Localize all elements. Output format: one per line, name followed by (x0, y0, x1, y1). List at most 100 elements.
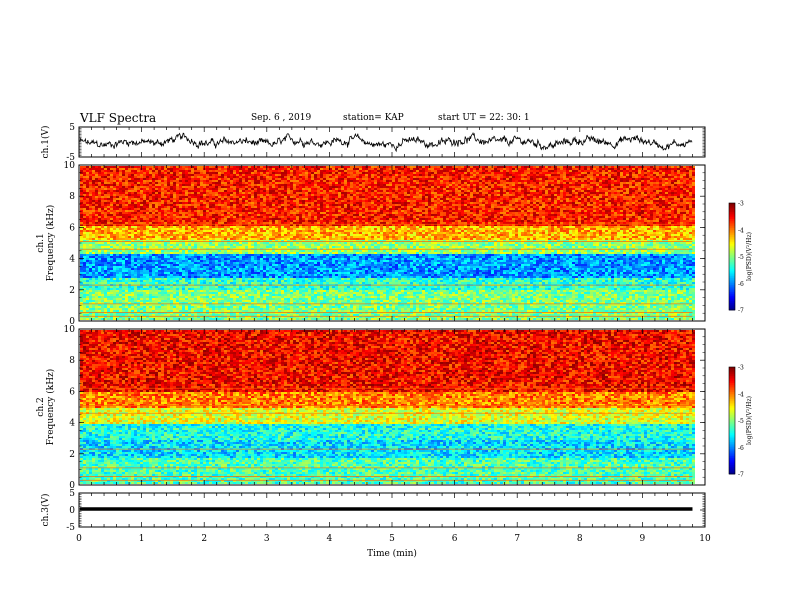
spectro-cell (212, 184, 215, 186)
spectro-cell (431, 192, 434, 194)
spectro-cell (386, 186, 389, 188)
spectro-cell (92, 200, 95, 202)
spectro-cell (164, 186, 167, 188)
spectro-cell (476, 188, 479, 190)
spectro-cell (521, 172, 524, 174)
spectro-cell (164, 206, 167, 208)
spectro-cell (110, 182, 113, 184)
spectro-cell (299, 202, 302, 204)
spectro-cell (95, 206, 98, 208)
spectro-cell (413, 172, 416, 174)
spectro-cell (641, 176, 644, 178)
spectro-cell (410, 178, 413, 180)
spectro-cell (665, 188, 668, 190)
spectro-cell (461, 172, 464, 174)
spectro-cell (362, 176, 365, 178)
spectro-cell (365, 172, 368, 174)
spectro-cell (587, 188, 590, 190)
spectro-cell (476, 194, 479, 196)
spectro-cell (122, 194, 125, 196)
spectro-cell (125, 176, 128, 178)
spectro-cell (200, 206, 203, 208)
spectro-cell (479, 178, 482, 180)
spectro-cell (233, 194, 236, 196)
spectro-cell (425, 184, 428, 186)
spectro-cell (425, 200, 428, 202)
spectro-cell (386, 182, 389, 184)
spectro-cell (620, 186, 623, 188)
spectro-cell (275, 186, 278, 188)
spectro-cell (245, 172, 248, 174)
spectro-cell (665, 172, 668, 174)
spectro-cell (668, 202, 671, 204)
spectro-cell (128, 172, 131, 174)
spectro-cell (188, 172, 191, 174)
spectro-cell (644, 186, 647, 188)
spectro-cell (203, 188, 206, 190)
spectro-cell (389, 200, 392, 202)
spectro-cell (194, 174, 197, 176)
spectro-cell (305, 198, 308, 200)
spectro-cell (683, 176, 686, 178)
spectro-cell (344, 166, 347, 168)
spectro-cell (482, 198, 485, 200)
spectro-cell (362, 182, 365, 184)
spectro-cell (98, 176, 101, 178)
spectro-cell (524, 200, 527, 202)
spectro-cell (686, 182, 689, 184)
spectro-cell (521, 184, 524, 186)
spectro-cell (575, 190, 578, 192)
spectro-cell (335, 194, 338, 196)
spectro-cell (275, 194, 278, 196)
spectro-cell (269, 176, 272, 178)
spectro-cell (260, 170, 263, 172)
spectro-cell (323, 208, 326, 210)
spectro-cell (485, 166, 488, 168)
spectro-cell (446, 172, 449, 174)
spectro-cell (125, 186, 128, 188)
spectro-cell (161, 198, 164, 200)
spectro-cell (221, 206, 224, 208)
spectro-cell (233, 170, 236, 172)
spectro-cell (119, 168, 122, 170)
spectro-cell (338, 196, 341, 198)
spectro-cell (650, 188, 653, 190)
spectro-cell (443, 182, 446, 184)
spectro-cell (470, 190, 473, 192)
spectro-cell (134, 178, 137, 180)
spectro-cell (284, 170, 287, 172)
spectro-cell (326, 190, 329, 192)
spectro-cell (419, 170, 422, 172)
spectro-cell (278, 200, 281, 202)
spectro-cell (383, 180, 386, 182)
spectro-cell (140, 186, 143, 188)
spectro-cell (587, 186, 590, 188)
spectro-cell (80, 166, 83, 168)
spectro-cell (389, 174, 392, 176)
spectro-cell (626, 174, 629, 176)
spectro-cell (329, 186, 332, 188)
spectro-cell (251, 184, 254, 186)
spectro-cell (215, 208, 218, 210)
spectro-cell (134, 188, 137, 190)
spectro-cell (482, 196, 485, 198)
spectro-cell (170, 186, 173, 188)
spectro-cell (554, 184, 557, 186)
spectro-cell (587, 178, 590, 180)
spectro-cell (500, 186, 503, 188)
spectro-cell (599, 194, 602, 196)
spectro-cell (548, 172, 551, 174)
spectro-cell (146, 170, 149, 172)
spectro-cell (398, 208, 401, 210)
spectro-cell (389, 198, 392, 200)
spectro-cell (272, 166, 275, 168)
spectro-cell (143, 196, 146, 198)
spectro-cell (521, 204, 524, 206)
spectro-cell (617, 204, 620, 206)
spectro-cell (113, 202, 116, 204)
spectro-cell (683, 188, 686, 190)
spectro-cell (404, 174, 407, 176)
spectro-cell (176, 204, 179, 206)
spectro-cell (251, 188, 254, 190)
spectro-cell (662, 206, 665, 208)
